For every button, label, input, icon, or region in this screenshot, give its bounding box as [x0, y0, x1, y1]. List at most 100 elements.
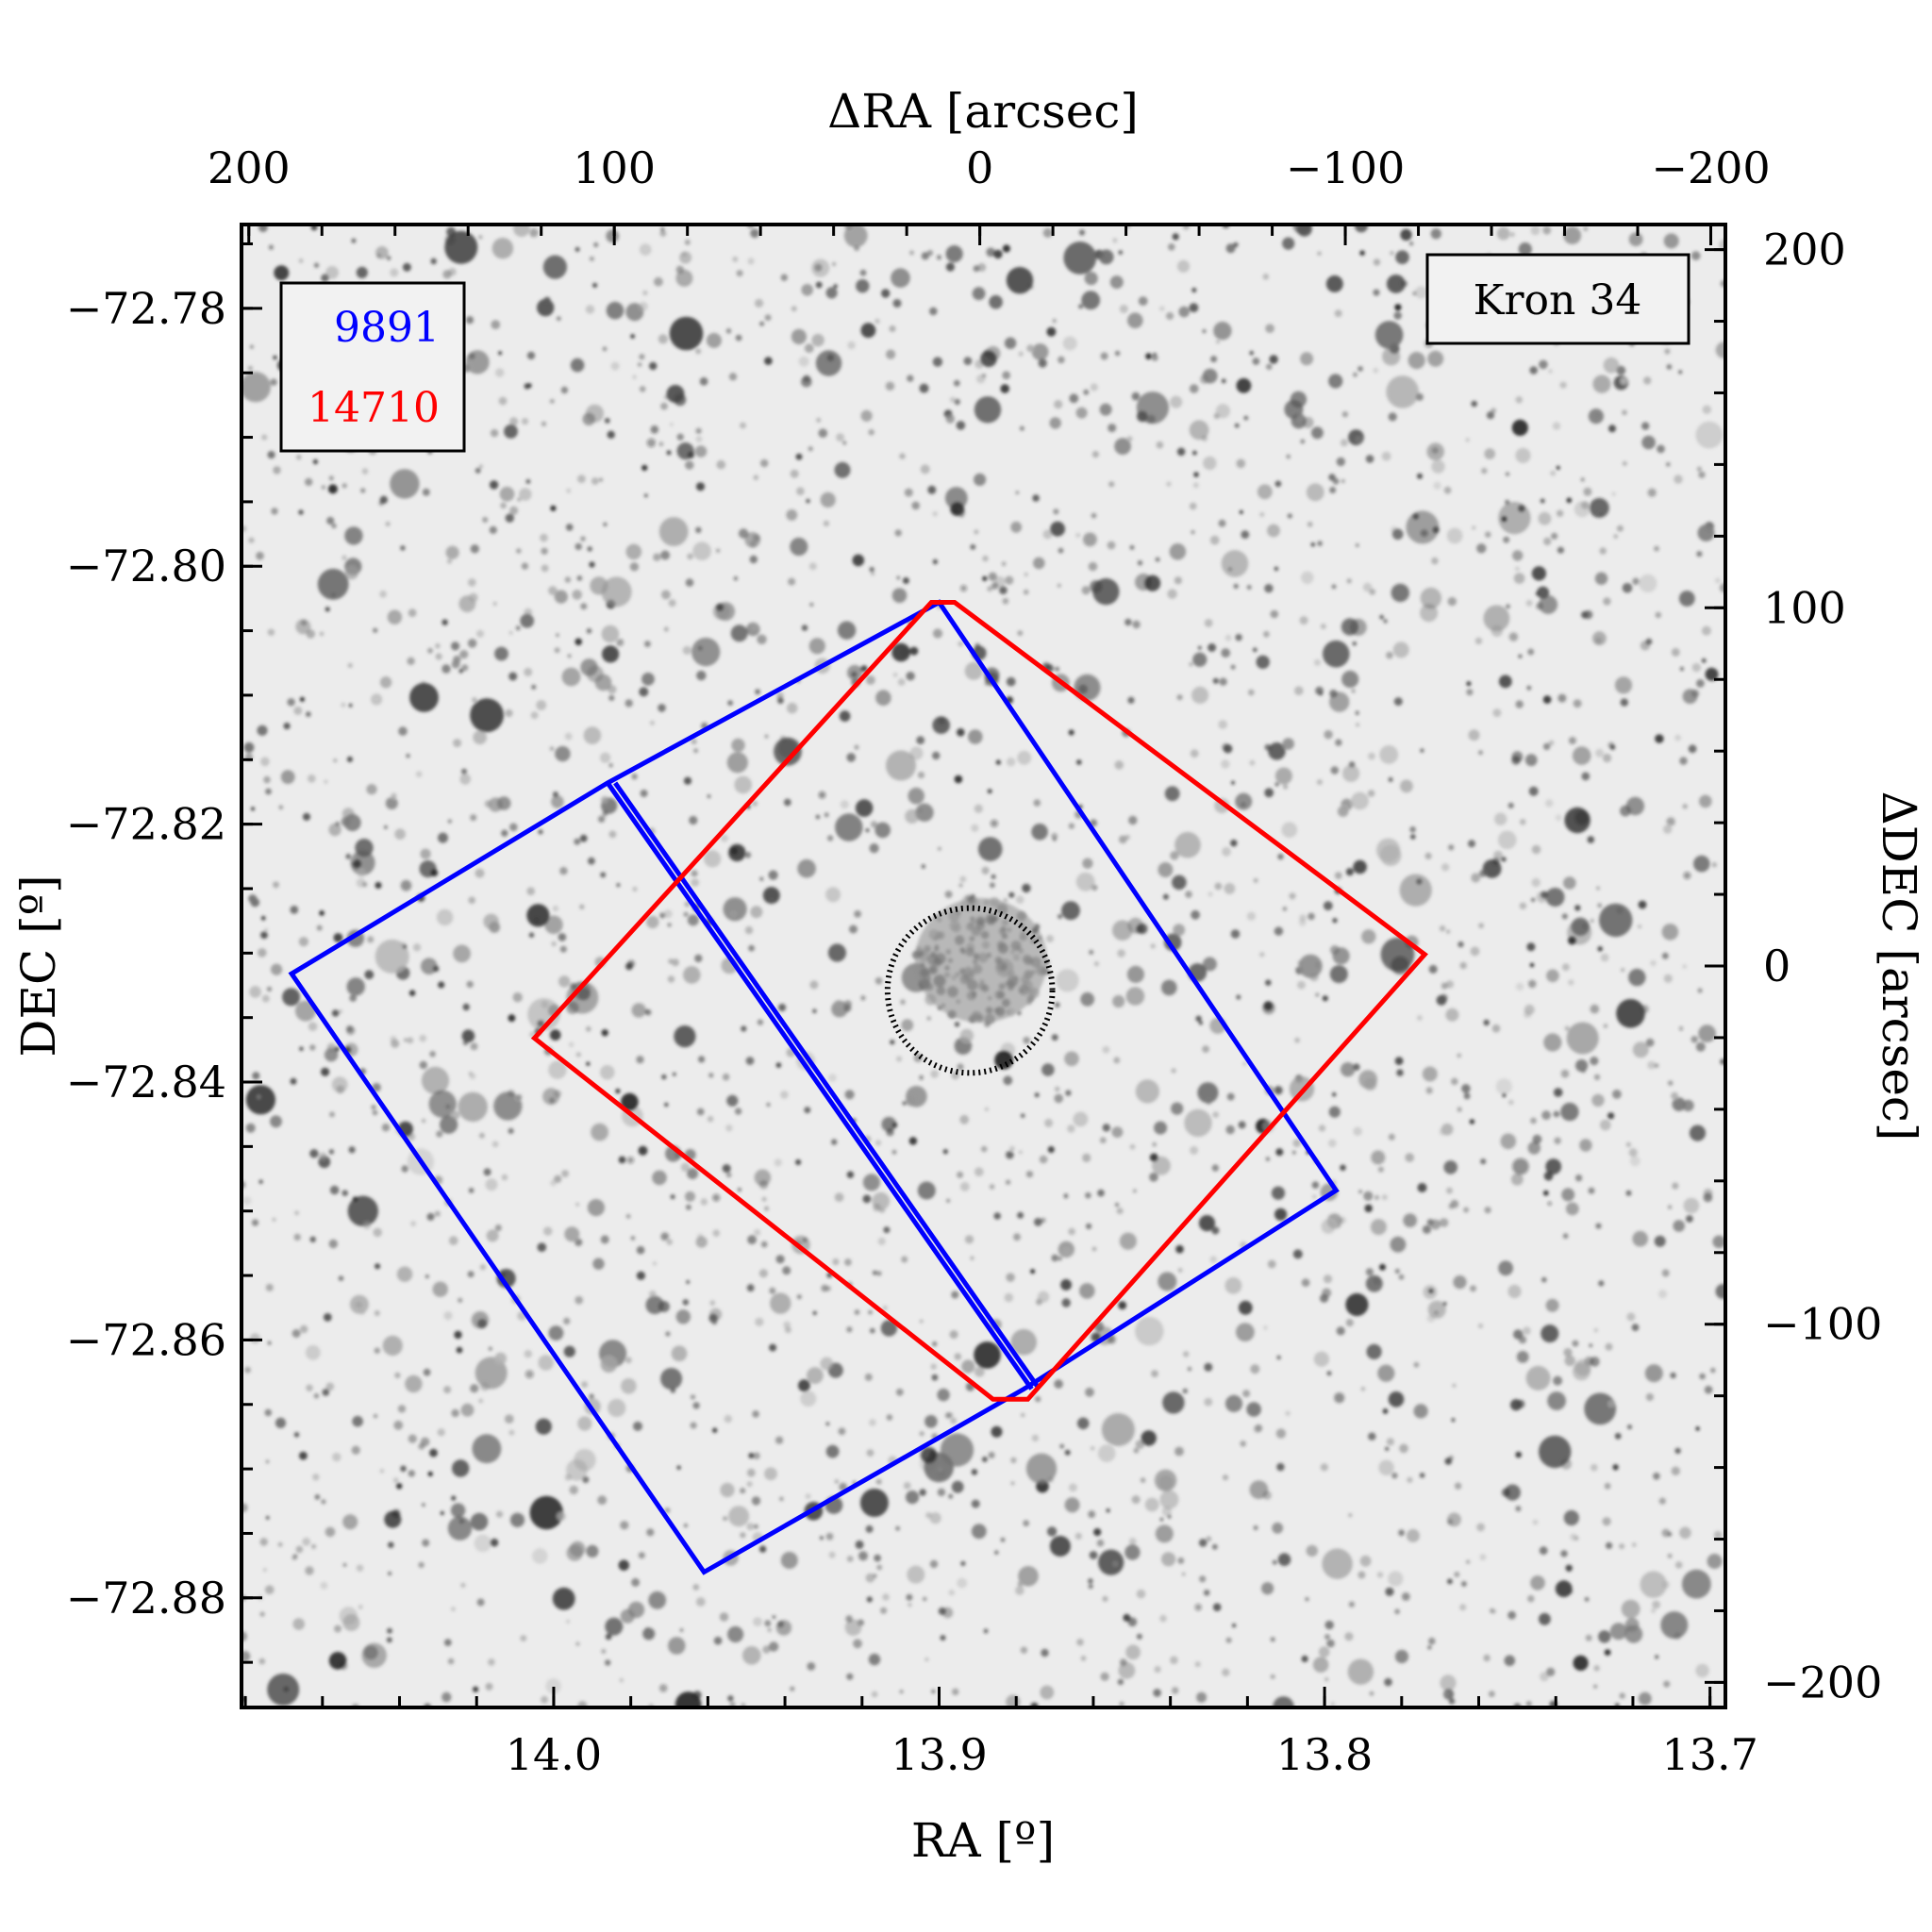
star — [1340, 1164, 1346, 1172]
star — [1265, 1157, 1271, 1161]
star — [732, 256, 739, 262]
star — [1230, 664, 1236, 670]
star — [407, 1037, 414, 1044]
star — [808, 446, 813, 452]
star — [1664, 348, 1671, 355]
star — [1373, 367, 1379, 374]
star — [362, 1221, 372, 1230]
star — [580, 536, 586, 541]
star — [458, 1297, 463, 1304]
star — [1013, 1233, 1021, 1241]
star — [685, 578, 694, 587]
star — [608, 694, 615, 702]
star — [846, 664, 863, 681]
star — [310, 1543, 317, 1549]
star — [408, 990, 416, 996]
star — [1118, 250, 1124, 255]
star — [631, 774, 638, 780]
star — [454, 1330, 462, 1340]
star — [538, 829, 543, 835]
star — [305, 1344, 321, 1360]
star — [1125, 1644, 1141, 1660]
star — [820, 1357, 834, 1371]
star — [325, 266, 339, 279]
star — [1189, 661, 1193, 667]
star — [309, 1236, 316, 1243]
star — [1448, 844, 1455, 851]
star — [308, 1022, 318, 1031]
star — [1632, 577, 1640, 586]
star — [1218, 519, 1226, 527]
star — [532, 1548, 548, 1564]
star — [1076, 1639, 1084, 1646]
star — [575, 1295, 583, 1305]
star — [1246, 911, 1256, 921]
star — [1496, 226, 1510, 241]
star — [843, 1004, 852, 1012]
star — [252, 1072, 260, 1080]
star — [892, 299, 902, 308]
star — [504, 425, 518, 439]
star — [652, 1170, 667, 1186]
star — [563, 1317, 571, 1324]
star — [919, 1431, 924, 1437]
star — [1305, 1597, 1309, 1602]
star — [364, 970, 375, 980]
star — [712, 1193, 721, 1202]
star — [772, 1615, 776, 1620]
star — [1698, 471, 1706, 478]
star — [1409, 826, 1416, 833]
star — [1108, 481, 1115, 488]
star — [1509, 232, 1515, 238]
star — [1595, 1223, 1602, 1229]
star — [468, 1071, 473, 1076]
star — [426, 1212, 435, 1221]
star — [1604, 1649, 1611, 1656]
star — [1202, 368, 1218, 384]
star — [1695, 1663, 1709, 1678]
star — [1679, 666, 1684, 672]
star — [1566, 1022, 1599, 1055]
star — [495, 368, 505, 377]
star — [1365, 1268, 1374, 1276]
star — [679, 1628, 684, 1632]
star — [1482, 859, 1502, 878]
star — [670, 1194, 675, 1200]
star — [249, 344, 254, 349]
star — [388, 1541, 394, 1548]
star — [669, 422, 674, 426]
star — [854, 910, 861, 918]
star — [260, 931, 268, 940]
star — [1563, 226, 1582, 244]
star — [954, 774, 963, 784]
x2-axis-title: ΔRA [arcsec] — [827, 84, 1139, 139]
star — [1351, 689, 1356, 693]
star — [1568, 936, 1576, 945]
star — [724, 1414, 732, 1424]
star — [1273, 1696, 1294, 1707]
star — [515, 1094, 523, 1101]
star — [295, 1545, 304, 1554]
star — [959, 1182, 970, 1191]
star — [1082, 1153, 1091, 1162]
star — [1650, 959, 1657, 967]
star — [1571, 917, 1590, 936]
cluster-glow — [915, 898, 1047, 1023]
star — [1446, 1578, 1453, 1585]
star — [654, 276, 663, 287]
star — [1073, 1111, 1089, 1127]
star — [862, 1194, 872, 1204]
star — [1529, 366, 1538, 375]
star — [294, 1210, 299, 1216]
star — [1230, 840, 1238, 847]
star — [970, 543, 976, 550]
star — [720, 1482, 735, 1498]
star — [1092, 578, 1120, 606]
star — [456, 1346, 463, 1354]
star — [699, 376, 708, 386]
star — [1010, 1328, 1037, 1356]
star — [600, 872, 607, 878]
star — [1661, 952, 1669, 959]
star — [716, 459, 726, 470]
star — [1061, 1247, 1072, 1257]
